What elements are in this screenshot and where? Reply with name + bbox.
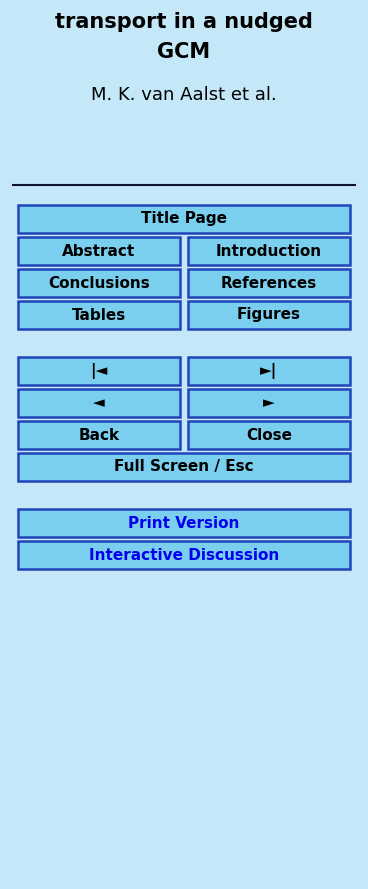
FancyBboxPatch shape <box>18 421 180 449</box>
Text: ►: ► <box>263 396 275 411</box>
FancyBboxPatch shape <box>188 421 350 449</box>
Text: M. K. van Aalst et al.: M. K. van Aalst et al. <box>91 86 277 104</box>
Text: Introduction: Introduction <box>216 244 322 259</box>
Text: References: References <box>221 276 317 291</box>
FancyBboxPatch shape <box>18 357 180 385</box>
Text: ►|: ►| <box>260 363 278 379</box>
Text: Tables: Tables <box>72 308 126 323</box>
FancyBboxPatch shape <box>188 389 350 417</box>
FancyBboxPatch shape <box>18 509 350 537</box>
FancyBboxPatch shape <box>18 205 350 233</box>
Text: transport in a nudged: transport in a nudged <box>55 12 313 32</box>
Text: Conclusions: Conclusions <box>48 276 150 291</box>
FancyBboxPatch shape <box>18 269 180 297</box>
Text: |◄: |◄ <box>90 363 108 379</box>
FancyBboxPatch shape <box>188 357 350 385</box>
Text: Print Version: Print Version <box>128 516 240 531</box>
Text: Figures: Figures <box>237 308 301 323</box>
FancyBboxPatch shape <box>188 237 350 265</box>
Text: GCM: GCM <box>158 42 210 62</box>
Text: Interactive Discussion: Interactive Discussion <box>89 548 279 563</box>
Text: Back: Back <box>78 428 120 443</box>
FancyBboxPatch shape <box>188 269 350 297</box>
FancyBboxPatch shape <box>18 301 180 329</box>
Text: ◄: ◄ <box>93 396 105 411</box>
FancyBboxPatch shape <box>188 301 350 329</box>
Text: Abstract: Abstract <box>62 244 136 259</box>
FancyBboxPatch shape <box>18 237 180 265</box>
FancyBboxPatch shape <box>18 453 350 481</box>
FancyBboxPatch shape <box>18 541 350 569</box>
Text: Title Page: Title Page <box>141 212 227 227</box>
Text: Full Screen / Esc: Full Screen / Esc <box>114 460 254 475</box>
FancyBboxPatch shape <box>18 389 180 417</box>
Text: Close: Close <box>246 428 292 443</box>
